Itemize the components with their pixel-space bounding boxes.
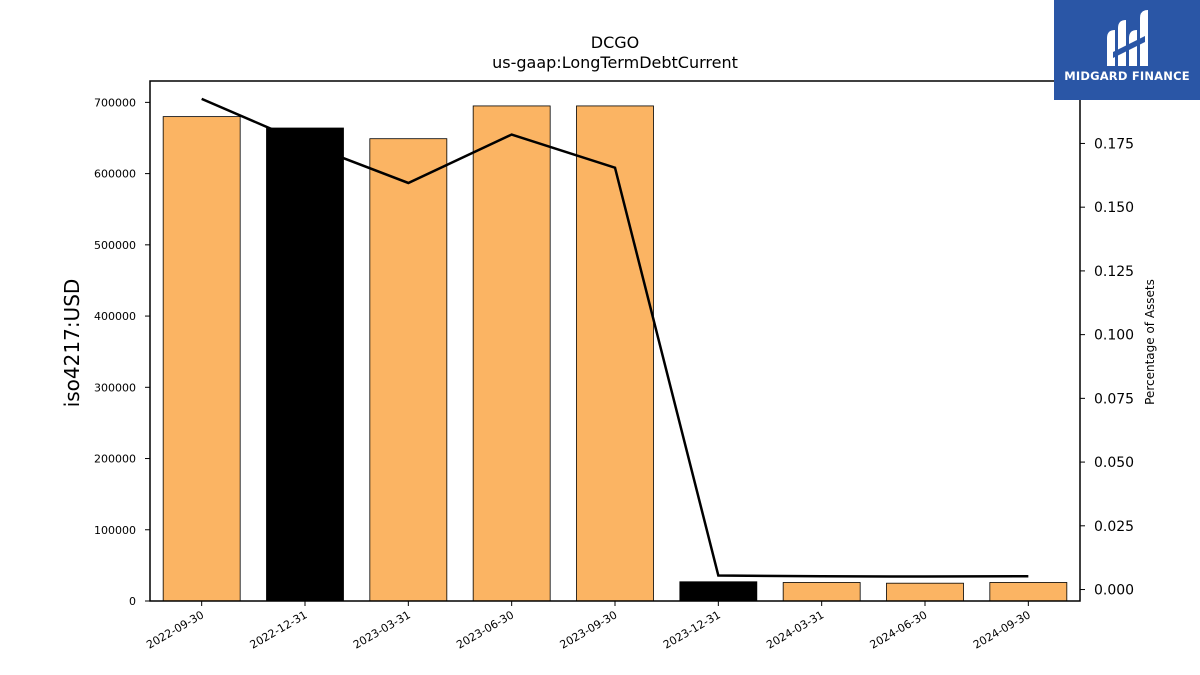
y2-tick-label: 0.075 [1094,391,1134,407]
line-series-group [201,97,1029,578]
chart-subtitle: us-gaap:LongTermDebtCurrent [492,53,738,72]
y2-tick-label: 0.175 [1094,136,1134,152]
bar-2023-09-30 [576,105,654,602]
bar-2024-09-30 [989,582,1068,602]
y2-tick-label: 0.100 [1094,328,1134,344]
y-tick-label: 500000 [94,239,136,252]
bars-group [162,105,1068,602]
brand-logo: MIDGARD FINANCE [1054,0,1200,100]
y2-axis-label: Percentage of Assets [1143,279,1157,405]
y2-tick-label: 0.000 [1094,583,1134,599]
chart-title: DCGO [591,33,639,52]
x-tick-label: 2022-12-31 [248,608,310,651]
y-tick-label: 400000 [94,310,136,323]
percentage-line [201,97,1029,578]
y-tick-label: 200000 [94,453,136,466]
bar-2023-12-31 [679,581,758,602]
x-tick-label: 2023-09-30 [558,608,620,651]
x-axis: 2022-09-30 2022-12-31 2023-03-31 2023-06-30… [144,601,1033,652]
bar-2024-03-31 [782,582,861,602]
y-tick-label: 100000 [94,524,136,537]
x-tick-label: 2023-12-31 [661,608,723,651]
x-tick-label: 2024-06-30 [868,608,930,651]
x-tick-label: 2024-09-30 [971,608,1033,651]
y2-axis: 0.000 0.025 0.050 0.075 0.100 0.125 0.150 0.175 [1080,136,1134,599]
x-tick-label: 2023-06-30 [454,608,516,651]
x-tick-label: 2023-03-31 [351,608,413,651]
bar-2022-09-30 [162,116,241,602]
y2-tick-label: 0.025 [1094,519,1134,535]
y2-tick-label: 0.125 [1094,264,1134,280]
logo-text: MIDGARD FINANCE [1064,69,1190,83]
bar-2022-12-31 [266,127,344,602]
midgard-logo-icon [1107,10,1148,66]
bar-2023-03-31 [369,138,448,602]
y2-tick-label: 0.050 [1094,455,1134,471]
y2-tick-label: 0.150 [1094,200,1134,216]
x-tick-label: 2022-09-30 [144,608,206,651]
y-axis-label: iso4217:USD [60,279,84,408]
y-tick-label: 0 [129,595,136,608]
bar-2023-06-30 [472,105,551,602]
x-tick-label: 2024-03-31 [764,608,826,651]
bar-2024-06-30 [886,582,964,602]
y-tick-label: 600000 [94,168,136,181]
y-axis: 0 100000 200000 300000 400000 500000 600000 700… [94,96,150,608]
y-tick-label: 300000 [94,381,136,394]
y-tick-label: 700000 [94,96,136,109]
